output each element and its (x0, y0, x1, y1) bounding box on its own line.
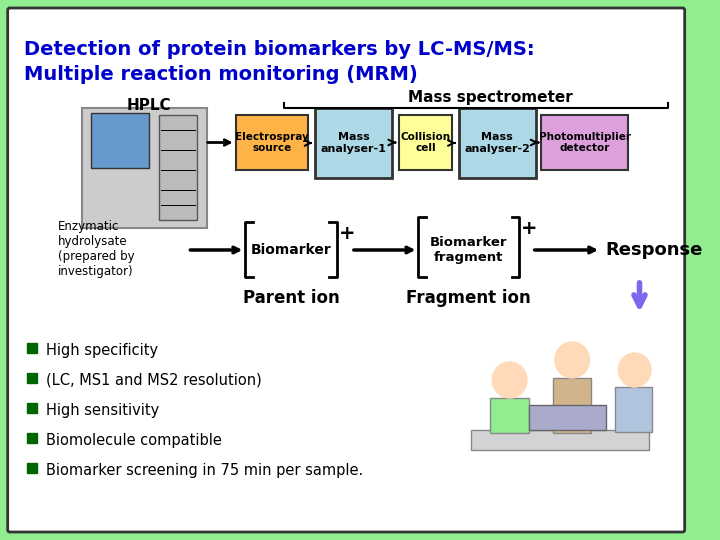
Text: Mass
analyser-2: Mass analyser-2 (464, 132, 530, 154)
FancyBboxPatch shape (158, 115, 197, 220)
Circle shape (618, 353, 651, 387)
Text: HPLC: HPLC (127, 98, 171, 113)
FancyBboxPatch shape (490, 398, 529, 433)
Circle shape (492, 362, 527, 398)
Circle shape (555, 342, 590, 378)
Text: +: + (338, 224, 355, 243)
Bar (27, 343, 37, 353)
Text: Response: Response (606, 241, 703, 259)
FancyBboxPatch shape (529, 405, 606, 430)
FancyBboxPatch shape (553, 378, 591, 433)
FancyBboxPatch shape (459, 108, 536, 178)
FancyBboxPatch shape (235, 115, 307, 170)
Text: +: + (521, 219, 538, 238)
Text: Enzymatic
hydrolysate
(prepared by
investigator): Enzymatic hydrolysate (prepared by inves… (58, 220, 135, 278)
Text: (LC, MS1 and MS2 resolution): (LC, MS1 and MS2 resolution) (46, 373, 262, 388)
Text: Biomarker
fragment: Biomarker fragment (430, 236, 508, 264)
Text: Biomolecule compatible: Biomolecule compatible (46, 433, 222, 448)
Text: Photomultiplier
detector: Photomultiplier detector (539, 132, 631, 153)
FancyBboxPatch shape (82, 108, 207, 228)
Text: Mass
analyser-1: Mass analyser-1 (321, 132, 387, 154)
Bar (27, 403, 37, 413)
FancyBboxPatch shape (399, 115, 452, 170)
FancyBboxPatch shape (8, 8, 685, 532)
Text: Biomarker: Biomarker (251, 243, 331, 257)
Bar (27, 433, 37, 443)
Text: Biomarker screening in 75 min per sample.: Biomarker screening in 75 min per sample… (46, 462, 364, 477)
Text: Multiple reaction monitoring (MRM): Multiple reaction monitoring (MRM) (24, 65, 418, 84)
FancyBboxPatch shape (91, 113, 149, 168)
FancyBboxPatch shape (471, 430, 649, 450)
FancyBboxPatch shape (315, 108, 392, 178)
Text: High specificity: High specificity (46, 342, 158, 357)
FancyBboxPatch shape (541, 115, 628, 170)
Text: Parent ion: Parent ion (243, 289, 339, 307)
Text: Electrospray
source: Electrospray source (235, 132, 309, 153)
Text: Collision
cell: Collision cell (400, 132, 451, 153)
Text: Fragment ion: Fragment ion (406, 289, 531, 307)
Text: Detection of protein biomarkers by LC-MS/MS:: Detection of protein biomarkers by LC-MS… (24, 40, 535, 59)
Text: High sensitivity: High sensitivity (46, 402, 159, 417)
FancyBboxPatch shape (616, 387, 652, 432)
Bar (27, 463, 37, 473)
Bar (27, 373, 37, 383)
Text: Mass spectrometer: Mass spectrometer (408, 90, 573, 105)
